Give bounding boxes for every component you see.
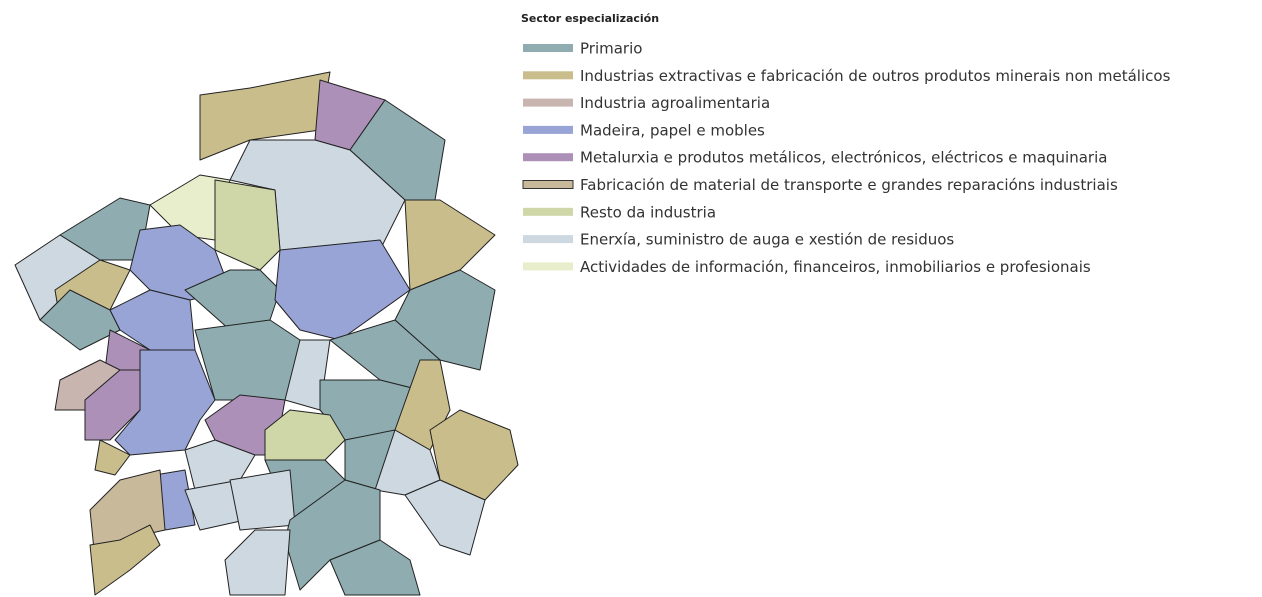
legend-swatch [523,207,573,216]
region [404,479,486,556]
legend: Sector especialización Primario Industria… [521,12,1171,276]
region [184,439,256,491]
legend-label: Metalurxia e produtos metálicos, electró… [580,149,1107,167]
legend-label: Industria agroalimentaria [580,94,770,112]
legend-swatch [523,153,573,162]
region [404,199,496,291]
legend-swatch [523,125,573,134]
region [224,529,291,596]
region [214,179,281,271]
legend-label: Actividades de información, financeiros,… [580,258,1091,276]
legend-title: Sector especialización [521,12,659,25]
region [89,524,161,596]
legend-swatch [523,98,573,107]
legend-label: Enerxía, suministro de auga e xestión de… [580,231,954,249]
legend-label: Primario [580,40,642,58]
region [194,319,301,401]
region [94,439,131,476]
region-map [14,71,519,596]
legend-swatch [522,180,574,189]
legend-label: Fabricación de material de transporte e … [580,176,1118,194]
region [229,469,296,531]
legend-label: Madeira, papel e mobles [580,121,765,139]
legend-swatch [523,235,573,244]
legend-swatch [523,44,573,52]
region [329,539,421,596]
legend-label: Industrias extractivas e fabricación de … [580,67,1171,85]
legend-swatch [523,262,573,271]
legend-label: Resto da industria [580,203,716,221]
legend-swatch [523,71,573,80]
